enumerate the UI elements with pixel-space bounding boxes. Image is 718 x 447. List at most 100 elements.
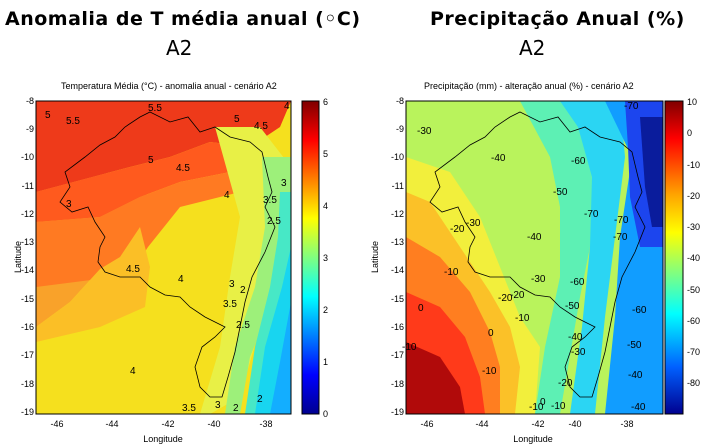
- precipitation-field: [406, 101, 663, 414]
- contour-label: 2.5: [267, 216, 281, 227]
- contour-label: -60: [571, 156, 586, 167]
- y-tick-label: -11: [22, 181, 34, 191]
- contour-label: 5.5: [148, 103, 162, 114]
- x-tick-label: -44: [475, 419, 488, 429]
- y-tick-label: -16: [21, 322, 34, 332]
- temperature-colorbar: 6 5 4 3 2 1 0: [301, 97, 328, 419]
- colorbar-tick-label: 1: [323, 357, 328, 367]
- y-tick-label: -15: [391, 294, 404, 304]
- contour-label: 5: [148, 155, 154, 166]
- contour-label: -70: [624, 101, 639, 112]
- y-tick-label: -17: [21, 350, 34, 360]
- contour-label: 3: [281, 178, 287, 189]
- x-tick-label: -40: [568, 419, 581, 429]
- precipitation-x-axis-label: Longitude: [513, 434, 553, 444]
- colorbar-tick-label: 6: [323, 97, 328, 107]
- colorbar-tick-label: -80: [687, 378, 700, 388]
- y-tick-label: -18: [391, 379, 404, 389]
- contour-label: -60: [570, 277, 585, 288]
- contour-label: 4: [284, 101, 290, 112]
- x-tick-label: -38: [259, 419, 272, 429]
- y-tick-label: -14: [391, 265, 404, 275]
- y-tick-label: -19: [21, 407, 34, 417]
- colorbar-tick-label: -10: [687, 160, 700, 170]
- contour-label: -30: [571, 347, 586, 358]
- contour-label: -70: [614, 215, 629, 226]
- contour-label: 2.5: [236, 320, 250, 331]
- contour-label: -50: [627, 340, 642, 351]
- x-tick-label: -40: [207, 419, 220, 429]
- contour-label: 4.5: [254, 121, 268, 132]
- contour-label: 5: [234, 114, 240, 125]
- contour-label: 0: [488, 328, 494, 339]
- contour-label: -30: [417, 126, 432, 137]
- y-tick-label: -8: [26, 97, 34, 106]
- contour-label: 2: [257, 394, 263, 405]
- contour-label: -10: [515, 313, 530, 324]
- y-tick-label: -15: [21, 294, 34, 304]
- x-tick-label: -44: [105, 419, 118, 429]
- contour-label: -30: [466, 218, 481, 229]
- precipitation-map-figure: -30 -70 -40 -60 -50 -70 -70 -20 -30 -40 …: [370, 97, 700, 444]
- colorbar-tick-label: 3: [323, 253, 328, 263]
- colorbar-tick-label: -40: [687, 253, 700, 263]
- contour-label: 0: [540, 397, 546, 408]
- y-tick-label: -12: [391, 209, 404, 219]
- contour-label: -70: [584, 209, 599, 220]
- contour-label: -20: [510, 290, 525, 301]
- contour-label: 3: [229, 279, 235, 290]
- contour-label: -40: [568, 332, 583, 343]
- contour-label: 2: [240, 285, 246, 296]
- contour-label: -20: [558, 378, 573, 389]
- temperature-y-ticks: -8 -9 -10 -11 -12 -13 -14 -15 -16 -17 -1…: [21, 97, 34, 417]
- contour-label: -50: [565, 301, 580, 312]
- y-tick-label: -8: [396, 97, 404, 106]
- colorbar-tick-label: 10: [687, 97, 697, 107]
- contour-label: -10: [402, 342, 417, 353]
- y-tick-label: -9: [26, 124, 34, 134]
- precipitation-x-ticks: -46 -44 -42 -40 -38: [420, 419, 633, 429]
- contour-label: 3.5: [223, 299, 237, 310]
- contour-label: -10: [482, 366, 497, 377]
- temperature-headline: Anomalia de T média anual (◦C): [5, 8, 361, 30]
- y-tick-label: -16: [391, 322, 404, 332]
- x-tick-label: -46: [420, 419, 433, 429]
- colorbar-tick-label: 4: [323, 201, 328, 211]
- y-tick-label: -14: [21, 265, 34, 275]
- contour-label: 2: [233, 403, 239, 414]
- x-tick-label: -42: [161, 419, 174, 429]
- contour-label: 0: [418, 303, 424, 314]
- y-tick-label: -12: [21, 209, 34, 219]
- temperature-scenario: A2: [166, 36, 193, 60]
- y-tick-label: -10: [21, 152, 34, 162]
- temperature-x-ticks: -46 -44 -42 -40 -38: [50, 419, 272, 429]
- contour-label: 5.5: [66, 116, 80, 127]
- temperature-x-axis-label: Longitude: [143, 434, 183, 444]
- contour-label: 5: [45, 110, 51, 121]
- contour-label: 3.5: [182, 403, 196, 414]
- precipitation-y-ticks: -8 -9 -10 -11 -12 -13 -14 -15 -16 -17 -1…: [391, 97, 404, 417]
- temperature-contour-labels: 5 5.5 5.5 5 4 4.5 5 4.5 4 3 3.5 3 2.5 4.…: [45, 101, 290, 414]
- temperature-field: [36, 101, 291, 414]
- precipitation-plot-title: Precipitação (mm) - alteração anual (%) …: [424, 81, 634, 91]
- state-border-outline: [429, 111, 646, 398]
- precipitation-y-axis-label: Latitude: [370, 241, 380, 273]
- y-tick-label: -18: [21, 379, 34, 389]
- contour-label: -70: [613, 232, 628, 243]
- temperature-plot-title: Temperatura Média (°C) - anomalia anual …: [61, 81, 277, 91]
- contour-label: 3: [215, 400, 221, 411]
- contour-label: 3: [66, 199, 72, 210]
- state-border-outline: [59, 111, 276, 398]
- contour-label: -40: [527, 232, 542, 243]
- contour-label: -10: [551, 401, 566, 412]
- x-tick-label: -42: [531, 419, 544, 429]
- contour-label: 3.5: [263, 195, 277, 206]
- contour-label: -10: [529, 402, 544, 413]
- contour-label: 4.5: [126, 264, 140, 275]
- colorbar-tick-label: -70: [687, 347, 700, 357]
- contour-label: -20: [498, 293, 513, 304]
- colorbar-tick-label: -60: [687, 316, 700, 326]
- contour-label: -40: [628, 370, 643, 381]
- contour-label: -60: [632, 305, 647, 316]
- y-tick-label: -13: [21, 237, 34, 247]
